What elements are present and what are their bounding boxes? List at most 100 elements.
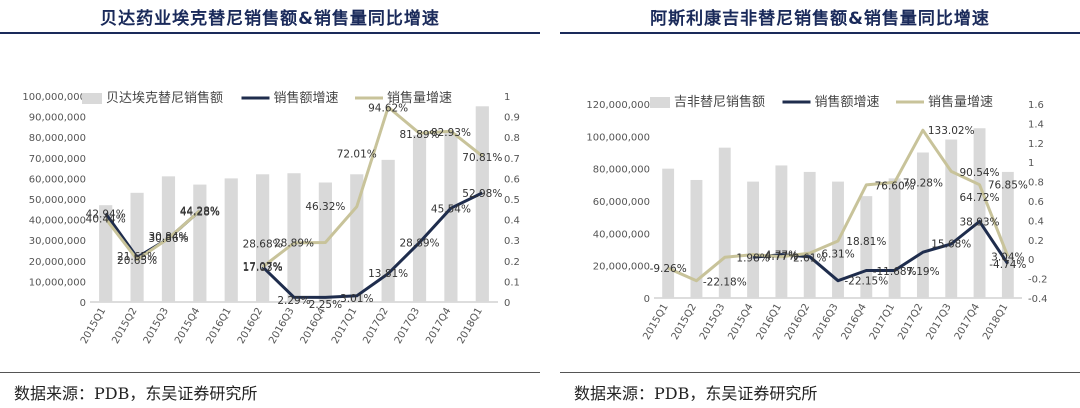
left-yright-tick: 0.9 bbox=[504, 113, 520, 124]
right-data-label: -22.18% bbox=[703, 277, 747, 289]
left-yright-tick: 0.7 bbox=[504, 154, 520, 165]
right-bar bbox=[916, 152, 929, 298]
left-bar bbox=[412, 135, 427, 302]
left-title-rule bbox=[0, 32, 540, 34]
right-bar bbox=[945, 139, 958, 298]
left-yright-tick: 0.4 bbox=[504, 216, 520, 227]
left-x-tick: 2017Q2 bbox=[361, 306, 390, 346]
right-yleft-tick: 20,000,000 bbox=[593, 262, 650, 273]
right-bar bbox=[973, 128, 986, 298]
left-bar bbox=[99, 205, 113, 302]
right-yright-tick: -0.4 bbox=[1028, 294, 1048, 305]
right-data-label: 90.54% bbox=[960, 167, 1000, 179]
right-data-label: 133.02% bbox=[928, 125, 975, 137]
left-data-label: 30.86% bbox=[148, 233, 188, 245]
right-chart-panel: 阿斯利康吉非替尼销售额&销售量同比增速 0 20,000,000 40,000,00… bbox=[560, 0, 1080, 408]
left-data-label: 70.81% bbox=[462, 152, 502, 164]
left-data-label: 72.01% bbox=[337, 149, 377, 161]
left-x-tick: 2017Q3 bbox=[393, 306, 422, 346]
left-legend-swatch bbox=[82, 93, 102, 104]
left-legend-label: 销售额增速 bbox=[274, 90, 339, 106]
left-source-rule bbox=[0, 372, 540, 373]
right-data-label: 15.68% bbox=[931, 239, 971, 251]
right-bar bbox=[662, 168, 675, 298]
left-bar bbox=[350, 174, 364, 302]
left-bar bbox=[224, 178, 238, 302]
right-legend-label: 销售量增速 bbox=[928, 94, 993, 110]
right-data-label: -22.15% bbox=[844, 276, 888, 288]
right-yright-tick: 1.4 bbox=[1028, 119, 1044, 130]
right-yright-tick: 1.6 bbox=[1028, 100, 1044, 111]
right-data-label: 7.19% bbox=[906, 266, 939, 278]
right-bar bbox=[803, 171, 816, 298]
left-data-label: 2.29% bbox=[277, 295, 310, 307]
right-yright-tick: 0.8 bbox=[1028, 178, 1044, 189]
right-x-tick: 2015Q2 bbox=[670, 302, 699, 342]
right-x-tick: 2015Q3 bbox=[698, 302, 727, 342]
right-yleft-tick: 120,000,000 bbox=[586, 100, 650, 111]
left-data-label: 17.03% bbox=[243, 262, 283, 274]
right-source-rule bbox=[560, 372, 1080, 373]
right-yright-tick: 0.4 bbox=[1028, 216, 1044, 227]
left-data-label: 28.89% bbox=[400, 237, 440, 249]
right-data-label: -9.26% bbox=[650, 263, 687, 275]
left-x-tick: 2015Q4 bbox=[173, 306, 202, 346]
right-bar bbox=[860, 196, 873, 298]
right-yright-tick: 0 bbox=[1028, 255, 1034, 266]
left-legend-label: 销售量增速 bbox=[387, 90, 452, 106]
left-yright-tick: 0.1 bbox=[504, 277, 520, 288]
right-yleft-tick: 80,000,000 bbox=[593, 165, 650, 176]
left-yleft-tick: 70,000,000 bbox=[29, 154, 86, 165]
left-data-label: 44.28% bbox=[180, 205, 220, 217]
right-yleft-tick: 60,000,000 bbox=[593, 197, 650, 208]
left-chart: 0 10,000,000 20,000,000 30,000,000 40,000,00… bbox=[22, 90, 520, 346]
left-yright-tick: 0.8 bbox=[504, 133, 520, 144]
left-data-label: 28.68% bbox=[243, 238, 283, 250]
left-legend-label: 贝达埃克替尼销售额 bbox=[106, 90, 223, 106]
right-bar bbox=[775, 165, 788, 298]
right-x-tick: 2015Q4 bbox=[726, 302, 755, 342]
left-data-label: 2.25% bbox=[309, 299, 342, 311]
right-chart-title: 阿斯利康吉非替尼销售额&销售量同比增速 bbox=[650, 9, 990, 29]
left-yleft-tick: 10,000,000 bbox=[29, 277, 86, 288]
right-x-tick: 2017Q3 bbox=[924, 302, 953, 342]
right-x-tick: 2016Q2 bbox=[783, 302, 812, 342]
left-data-label: 13.81% bbox=[368, 268, 408, 280]
right-data-label: 64.72% bbox=[960, 192, 1000, 204]
left-data-label: 20.65% bbox=[117, 255, 157, 267]
left-x-tick: 2016Q1 bbox=[204, 306, 233, 346]
right-yright-tick: 1.2 bbox=[1028, 139, 1044, 150]
left-yleft-tick: 90,000,000 bbox=[29, 113, 86, 124]
left-x-tick: 2016Q3 bbox=[267, 306, 296, 346]
left-data-label: 94.62% bbox=[368, 102, 408, 114]
right-data-label: 2.61% bbox=[793, 252, 826, 264]
left-data-label: 42.94% bbox=[86, 208, 126, 220]
left-bar bbox=[475, 106, 489, 302]
left-yright-tick: 0.2 bbox=[504, 257, 520, 268]
left-bar bbox=[381, 159, 395, 302]
left-data-label: 81.89% bbox=[400, 129, 440, 141]
right-x-tick: 2016Q1 bbox=[755, 302, 784, 342]
left-x-tick: 2018Q1 bbox=[456, 306, 485, 346]
right-data-label: 4.77% bbox=[765, 249, 798, 261]
right-bar bbox=[1001, 171, 1014, 298]
left-line-2 bbox=[104, 105, 484, 269]
left-yright-tick: 0.5 bbox=[504, 195, 520, 206]
left-x-tick: 2016Q4 bbox=[299, 306, 328, 346]
left-yleft-tick: 100,000,000 bbox=[22, 92, 86, 103]
left-yright-tick: 0 bbox=[504, 298, 510, 309]
right-x-tick: 2015Q1 bbox=[641, 302, 670, 342]
right-bar bbox=[747, 181, 760, 298]
right-yleft-tick: 0 bbox=[644, 294, 650, 305]
left-x-tick: 2015Q3 bbox=[142, 306, 171, 346]
left-yleft-tick: 80,000,000 bbox=[29, 133, 86, 144]
left-bar bbox=[130, 192, 144, 302]
left-yleft-tick: 20,000,000 bbox=[29, 257, 86, 268]
left-data-label: 46.32% bbox=[305, 201, 345, 213]
right-chart: 0 20,000,000 40,000,000 60,000,000 80,000,00… bbox=[586, 94, 1048, 342]
right-x-tick: 2016Q4 bbox=[840, 302, 869, 342]
right-data-label: -11.68% bbox=[873, 266, 917, 278]
left-data-label: 21.65% bbox=[117, 251, 157, 263]
left-bar bbox=[193, 184, 207, 302]
left-data-label: 45.54% bbox=[431, 203, 471, 215]
